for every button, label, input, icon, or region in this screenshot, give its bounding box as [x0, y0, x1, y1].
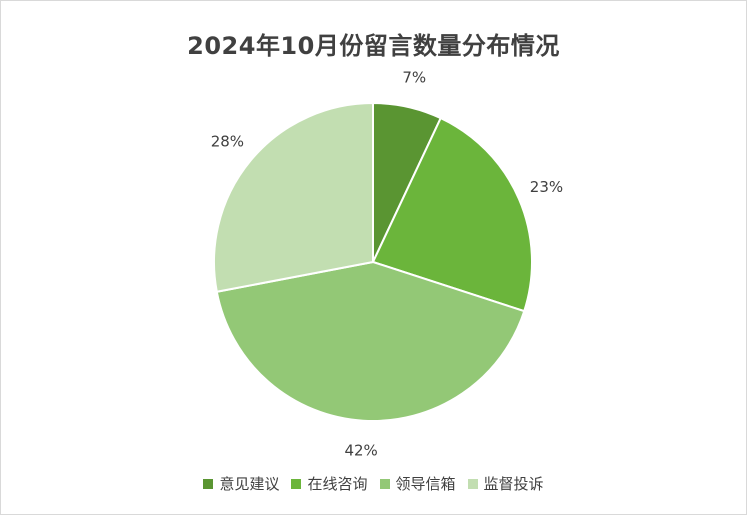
legend-item-0: 意见建议: [203, 473, 279, 494]
pie-slice-2: [215, 260, 526, 422]
chart-legend: 意见建议 在线咨询 领导信箱 监督投诉: [0, 473, 747, 494]
slice-label-2: 42%: [344, 442, 377, 460]
legend-swatch-3: [467, 479, 478, 489]
legend-swatch-0: [203, 479, 214, 489]
legend-label-3: 监督投诉: [483, 475, 544, 493]
legend-label-2: 领导信箱: [395, 475, 456, 493]
legend-label-1: 在线咨询: [307, 475, 368, 493]
slice-label-1: 23%: [530, 178, 563, 196]
legend-swatch-2: [379, 479, 390, 489]
pie-slice-3: [213, 101, 374, 293]
legend-item-3: 监督投诉: [467, 473, 544, 494]
pie-slice-1: [371, 116, 533, 313]
slice-label-3: 28%: [211, 133, 244, 151]
legend-item-1: 在线咨询: [291, 473, 368, 494]
legend-label-0: 意见建议: [219, 475, 280, 493]
chart-title: 2024年10月份留言数量分布情况: [187, 32, 560, 60]
legend-item-2: 领导信箱: [379, 473, 456, 494]
legend-swatch-1: [291, 479, 302, 489]
slice-label-0: 7%: [402, 69, 426, 87]
